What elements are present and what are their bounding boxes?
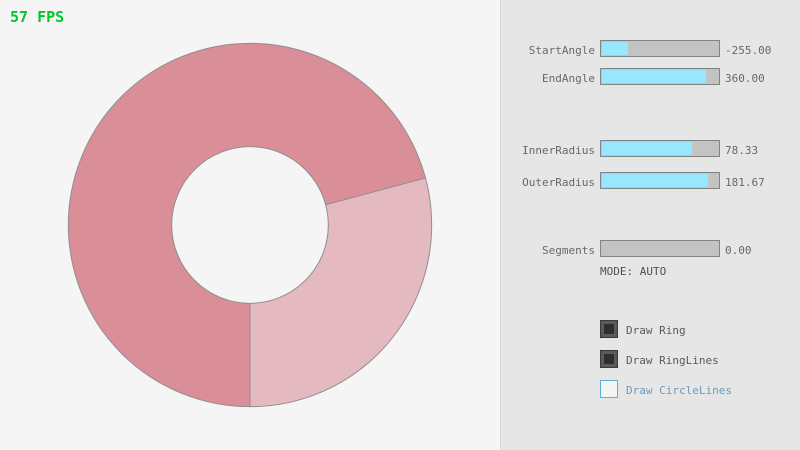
outer-radius-row: OuterRadius 181.67 [501,172,800,189]
draw-ringlines-label: Draw RingLines [626,354,719,367]
segments-row: Segments 0.00 [501,240,800,257]
fps-counter: 57 FPS [10,8,65,26]
draw-circlelines-label: Draw CircleLines [626,384,732,397]
end-angle-value: 360.00 [725,72,765,85]
draw-ring-row: Draw Ring [600,320,800,338]
draw-ringlines-checkbox[interactable] [600,350,618,368]
inner-radius-slider[interactable] [600,140,720,157]
outer-radius-slider[interactable] [600,172,720,189]
start-angle-label: StartAngle [528,44,595,57]
checkmark-icon [604,354,614,364]
end-angle-slider[interactable] [600,68,720,85]
inner-radius-row: InnerRadius 78.33 [501,140,800,157]
inner-radius-label: InnerRadius [522,144,595,157]
draw-ring-checkbox[interactable] [600,320,618,338]
outer-radius-label: OuterRadius [522,176,595,189]
segments-slider[interactable] [600,240,720,257]
end-angle-row: EndAngle 360.00 [501,68,800,85]
draw-circlelines-row: Draw CircleLines [600,380,800,398]
end-angle-label: EndAngle [542,72,595,85]
inner-radius-value: 78.33 [725,144,759,157]
mode-indicator: MODE: AUTO [600,265,667,278]
start-angle-value: -255.00 [725,44,772,57]
inner-radius-slider-fill [602,142,693,155]
outer-radius-slider-fill [602,174,708,187]
draw-ring-label: Draw Ring [626,324,686,337]
segments-value: 0.00 [725,244,752,257]
checkmark-icon [604,324,614,334]
controls-panel: StartAngle -255.00 EndAngle 360.00 Inner… [500,0,800,450]
end-angle-slider-fill [602,70,707,83]
start-angle-slider[interactable] [600,40,720,57]
draw-circlelines-checkbox[interactable] [600,380,618,398]
outer-radius-value: 181.67 [725,176,765,189]
draw-ringlines-row: Draw RingLines [600,350,800,368]
start-angle-row: StartAngle -255.00 [501,40,800,57]
start-angle-slider-fill [602,42,628,55]
segments-label: Segments [542,244,595,257]
